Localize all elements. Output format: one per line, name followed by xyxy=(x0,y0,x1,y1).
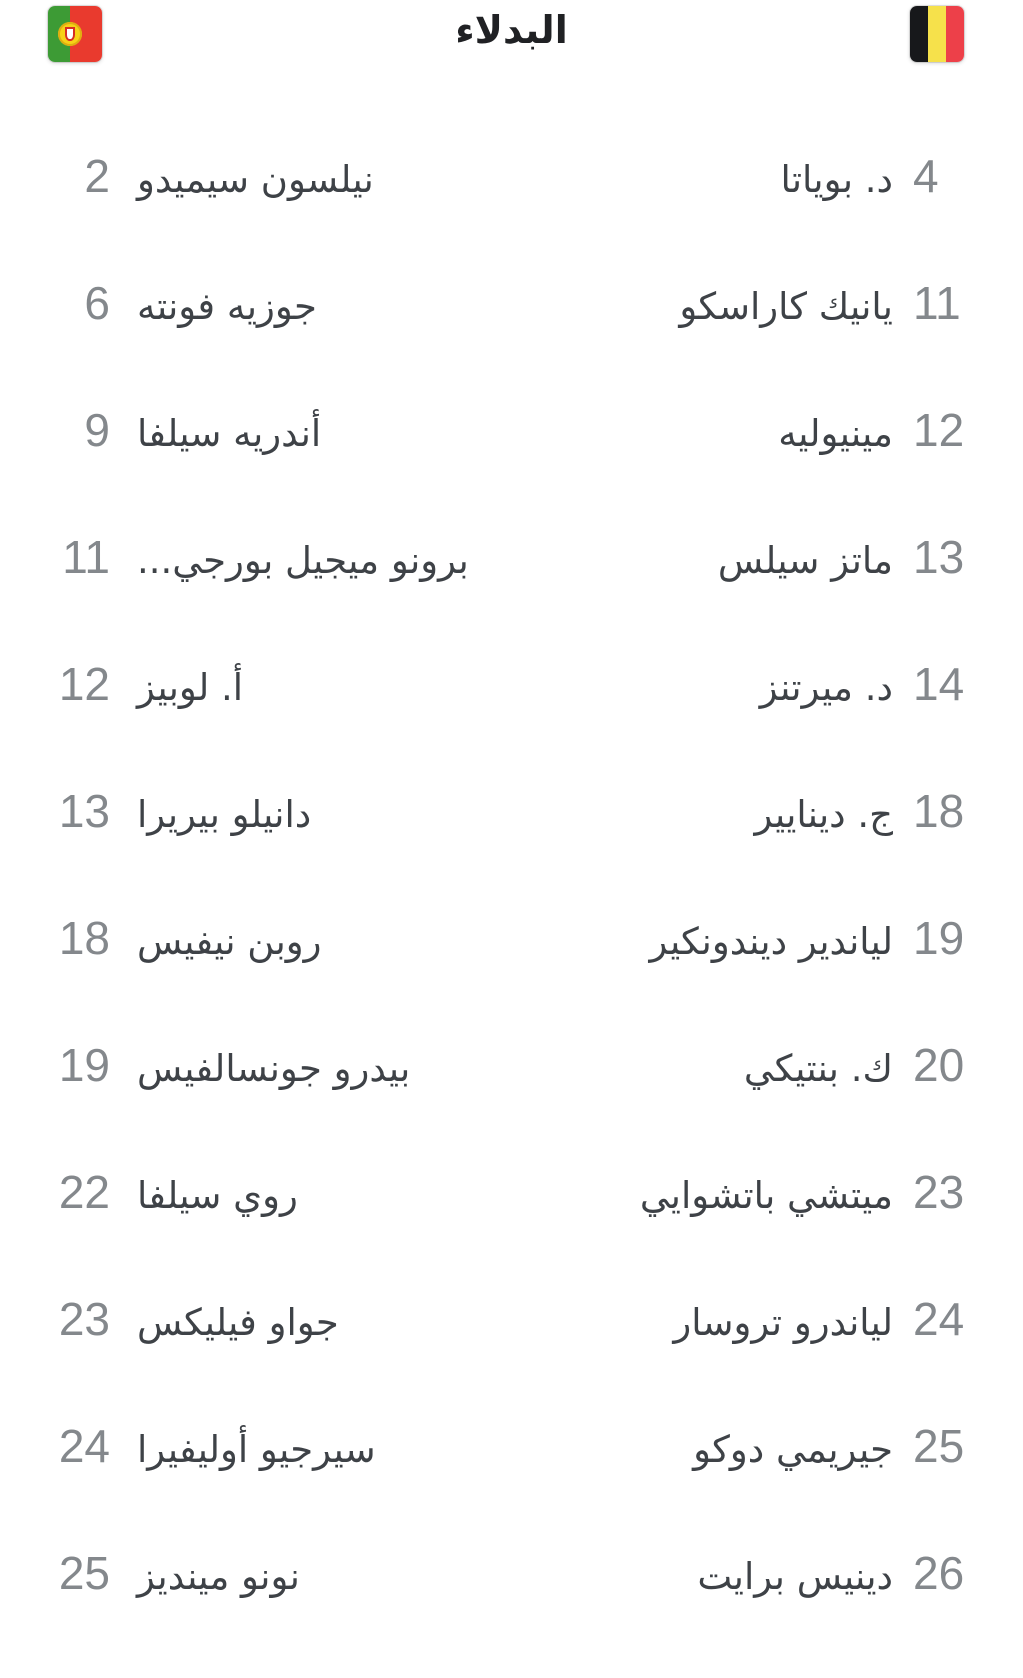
player-number: 19 xyxy=(58,1038,110,1091)
player-number: 13 xyxy=(58,784,110,837)
belgium-flag-yellow xyxy=(928,6,946,62)
player-number: 23 xyxy=(58,1292,110,1345)
belgium-substitute: دينيس برايت 26 xyxy=(697,1546,1023,1600)
player-number: 23 xyxy=(913,1165,965,1218)
player-number: 26 xyxy=(913,1546,965,1599)
player-number: 14 xyxy=(913,657,965,710)
player-name: ماتز سيلس xyxy=(717,538,893,582)
substitutes-list: 2 نيلسون سيميدو د. بوياتا 4 6 جوزيه فونت… xyxy=(0,112,1023,1636)
belgium-substitute: ج. دينايير 18 xyxy=(755,784,1023,838)
portugal-substitute: 13 دانيلو بيريرا xyxy=(0,784,311,838)
portugal-flag-shield xyxy=(64,27,75,41)
portugal-substitute: 23 جواو فيليكس xyxy=(0,1292,339,1346)
belgium-substitute: لياندرو تروسار 24 xyxy=(673,1292,1023,1346)
player-name: أندريه سيلفا xyxy=(137,411,322,455)
player-name: لياندرو تروسار xyxy=(673,1300,893,1344)
player-name: دينيس برايت xyxy=(697,1554,893,1598)
player-number: 25 xyxy=(913,1419,965,1472)
belgium-substitute: ك. بنتيكي 20 xyxy=(744,1038,1023,1092)
player-name: لياندير ديندونكير xyxy=(649,919,893,963)
portugal-substitute: 18 روبن نيفيس xyxy=(0,911,322,965)
belgium-substitute: مينيوليه 12 xyxy=(778,403,1023,457)
player-name: برونو ميجيل بورجي... xyxy=(137,538,469,582)
portugal-substitute: 2 نيلسون سيميدو xyxy=(0,149,374,203)
substitutes-row: 9 أندريه سيلفا مينيوليه 12 xyxy=(0,366,1023,493)
player-number: 11 xyxy=(913,276,961,329)
portugal-flag-icon xyxy=(48,6,102,62)
player-name: ميتشي باتشوايي xyxy=(639,1173,893,1217)
player-number: 11 xyxy=(62,530,110,583)
player-name: جيريمي دوكو xyxy=(693,1427,893,1471)
belgium-substitute: يانيك كاراسكو 11 xyxy=(679,276,1023,330)
player-name: أ. لوبيز xyxy=(137,665,244,709)
substitutes-row: 23 جواو فيليكس لياندرو تروسار 24 xyxy=(0,1255,1023,1382)
player-number: 9 xyxy=(84,403,110,456)
belgium-substitute: د. بوياتا 4 xyxy=(780,149,1023,203)
player-number: 18 xyxy=(913,784,965,837)
player-name: سيرجيو أوليفيرا xyxy=(137,1427,376,1471)
player-name: ك. بنتيكي xyxy=(743,1046,893,1090)
player-number: 12 xyxy=(913,403,965,456)
portugal-flag-emblem xyxy=(57,22,82,46)
belgium-flag-icon xyxy=(910,6,964,62)
substitutes-row: 13 دانيلو بيريرا ج. دينايير 18 xyxy=(0,747,1023,874)
belgium-substitute: جيريمي دوكو 25 xyxy=(693,1419,1023,1473)
substitutes-row: 6 جوزيه فونته يانيك كاراسكو 11 xyxy=(0,239,1023,366)
player-name: يانيك كاراسكو xyxy=(679,284,893,328)
portugal-substitute: 19 بيدرو جونسالفيس xyxy=(0,1038,410,1092)
portugal-substitute: 6 جوزيه فونته xyxy=(0,276,317,330)
substitutes-row: 2 نيلسون سيميدو د. بوياتا 4 xyxy=(0,112,1023,239)
substitutes-header: البدلاء xyxy=(0,0,1023,64)
player-number: 13 xyxy=(913,530,965,583)
player-number: 24 xyxy=(58,1419,110,1472)
belgium-substitute: د. ميرتنز 14 xyxy=(760,657,1023,711)
portugal-substitute: 9 أندريه سيلفا xyxy=(0,403,321,457)
player-name: جواو فيليكس xyxy=(137,1300,339,1344)
player-number: 2 xyxy=(84,149,110,202)
player-name: روبن نيفيس xyxy=(137,919,322,963)
player-number: 20 xyxy=(913,1038,965,1091)
belgium-substitute: لياندير ديندونكير 19 xyxy=(650,911,1023,965)
belgium-flag-red xyxy=(946,6,964,62)
belgium-flag-black xyxy=(910,6,929,62)
player-name: بيدرو جونسالفيس xyxy=(137,1046,411,1090)
player-number: 24 xyxy=(913,1292,965,1345)
belgium-substitute: ماتز سيلس 13 xyxy=(718,530,1023,584)
substitutes-row: 25 نونو مينديز دينيس برايت 26 xyxy=(0,1509,1023,1636)
portugal-substitute: 24 سيرجيو أوليفيرا xyxy=(0,1419,376,1473)
portugal-substitute: 11 برونو ميجيل بورجي... xyxy=(0,530,469,584)
player-number: 25 xyxy=(58,1546,110,1599)
player-name: جوزيه فونته xyxy=(137,284,317,328)
player-name: نيلسون سيميدو xyxy=(137,157,374,201)
portugal-substitute: 12 أ. لوبيز xyxy=(0,657,243,711)
player-name: مينيوليه xyxy=(778,411,893,455)
player-name: د. ميرتنز xyxy=(759,665,893,709)
substitutes-row: 11 برونو ميجيل بورجي... ماتز سيلس 13 xyxy=(0,493,1023,620)
player-number: 22 xyxy=(58,1165,110,1218)
portugal-substitute: 22 روي سيلفا xyxy=(0,1165,298,1219)
player-number: 18 xyxy=(58,911,110,964)
portugal-substitute: 25 نونو مينديز xyxy=(0,1546,300,1600)
substitutes-row: 12 أ. لوبيز د. ميرتنز 14 xyxy=(0,620,1023,747)
belgium-substitute: ميتشي باتشوايي 23 xyxy=(640,1165,1023,1219)
substitutes-row: 19 بيدرو جونسالفيس ك. بنتيكي 20 xyxy=(0,1001,1023,1128)
player-name: د. بوياتا xyxy=(780,157,893,201)
substitutes-row: 18 روبن نيفيس لياندير ديندونكير 19 xyxy=(0,874,1023,1001)
substitutes-row: 22 روي سيلفا ميتشي باتشوايي 23 xyxy=(0,1128,1023,1255)
player-number: 12 xyxy=(58,657,110,710)
player-name: روي سيلفا xyxy=(137,1173,298,1217)
player-number: 6 xyxy=(84,276,110,329)
section-title: البدلاء xyxy=(455,8,568,52)
substitutes-row: 24 سيرجيو أوليفيرا جيريمي دوكو 25 xyxy=(0,1382,1023,1509)
player-number: 4 xyxy=(913,149,939,202)
player-name: ج. دينايير xyxy=(754,792,894,836)
player-name: نونو مينديز xyxy=(137,1554,300,1598)
player-number: 19 xyxy=(913,911,965,964)
player-name: دانيلو بيريرا xyxy=(137,792,312,836)
